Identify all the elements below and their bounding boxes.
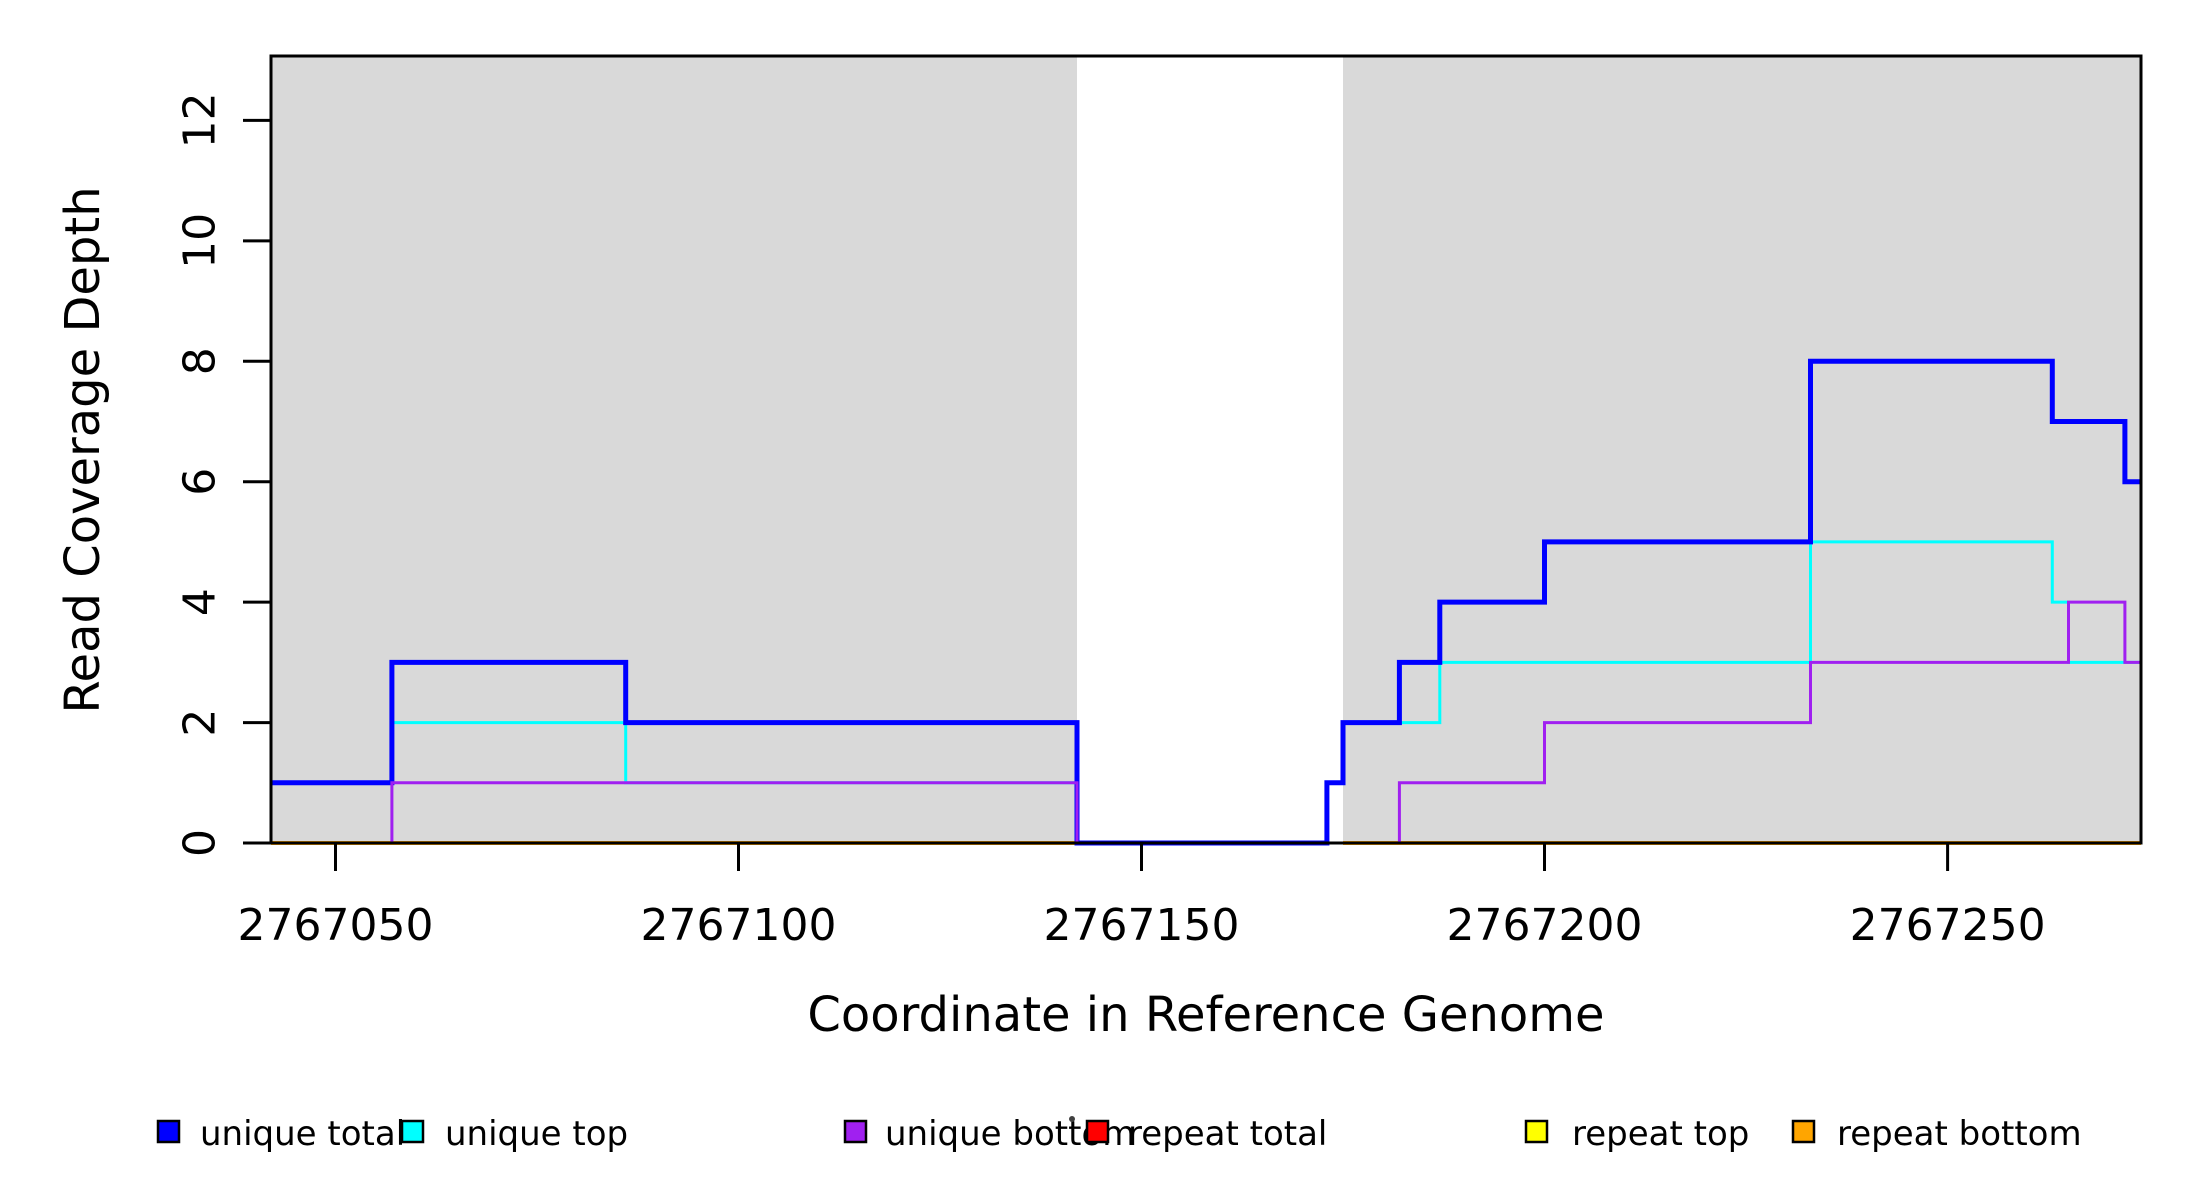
x-tick-label: 2767250	[1850, 900, 2046, 951]
x-tick-label: 2767150	[1044, 900, 1240, 951]
y-tick-label: 0	[175, 829, 226, 857]
shaded-region	[1343, 56, 2141, 843]
y-tick-label: 12	[175, 92, 226, 148]
y-tick-label: 10	[175, 213, 226, 269]
series-unique-bottom	[271, 600, 2141, 845]
shaded-region	[271, 56, 1077, 843]
y-tick-label: 2	[175, 709, 226, 737]
legend-swatch-repeat-total	[1085, 1119, 1110, 1144]
legend: unique total unique top unique bottomrepea…	[156, 1114, 2082, 1154]
legend-label-repeat-top: repeat top	[1572, 1114, 1749, 1154]
x-tick-label: 2767050	[238, 900, 434, 951]
legend-swatch-unique-top	[400, 1119, 425, 1144]
x-tick-label: 2767100	[641, 900, 837, 951]
legend-label-unique-top: unique top	[445, 1114, 628, 1154]
legend-swatch-repeat-bottom	[1791, 1119, 1816, 1144]
plot-box	[269, 54, 2143, 845]
y-tick-label: 8	[175, 347, 226, 375]
legend-label-unique-total: unique total	[200, 1114, 405, 1154]
y-axis-title: Read Coverage Depth	[55, 186, 111, 714]
x-axis-title: Coordinate in Reference Genome	[807, 987, 1605, 1043]
legend-swatch-unique-bottom	[843, 1119, 868, 1144]
series-unique-total	[271, 358, 2141, 846]
legend-label-repeat-total: repeat total	[1128, 1114, 1327, 1154]
stray-dot	[1069, 1116, 1075, 1122]
y-tick-label: 6	[175, 468, 226, 496]
x-tick-label: 2767200	[1447, 900, 1643, 951]
legend-swatch-repeat-top	[1524, 1119, 1549, 1144]
y-tick-label: 4	[175, 588, 226, 616]
legend-label-repeat-bottom: repeat bottom	[1837, 1114, 2082, 1154]
legend-swatch-unique-total	[156, 1119, 181, 1144]
